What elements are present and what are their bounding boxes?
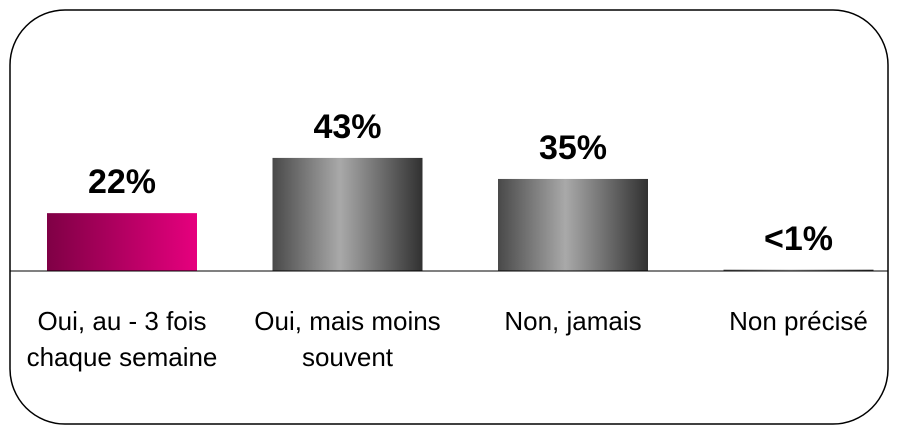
bar: [47, 213, 197, 271]
category-label: Oui, mais moins souvent: [254, 306, 441, 372]
value-label: 22%: [87, 163, 157, 202]
category-label: Oui, au - 3 fois chaque semaine: [26, 306, 218, 372]
frame: [9, 9, 889, 425]
bar: [272, 157, 423, 271]
category-label: Non précisé: [729, 306, 868, 336]
category-label: Non, jamais: [504, 306, 642, 336]
bar: [498, 178, 648, 271]
value-label: <1%: [764, 219, 833, 258]
bar: [723, 269, 874, 271]
value-label: 43%: [313, 107, 382, 146]
value-label: 35%: [538, 128, 608, 167]
